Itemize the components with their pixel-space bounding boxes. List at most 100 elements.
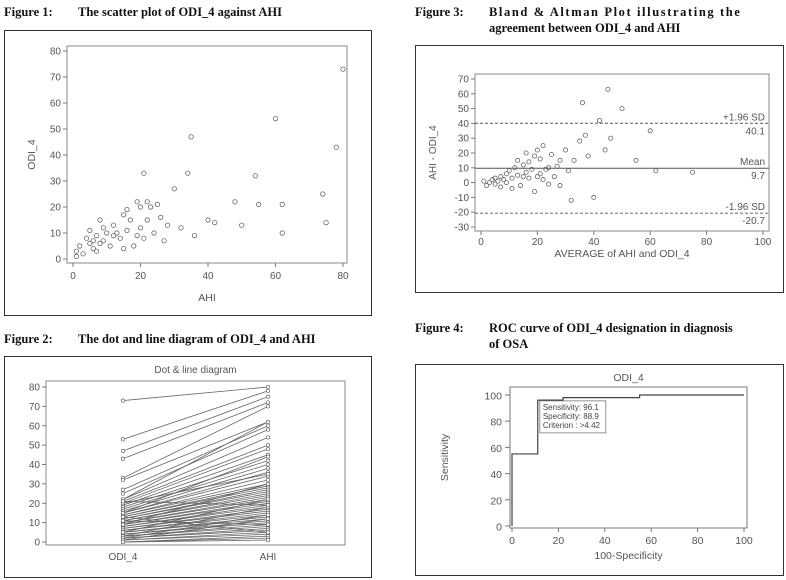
data-point [489, 177, 495, 183]
data-point [121, 246, 127, 252]
data-point [265, 503, 271, 508]
x-tick-label: 60 [270, 271, 282, 282]
data-point [520, 162, 526, 168]
data-point [265, 497, 271, 502]
x-tick-label: 100 [735, 535, 753, 547]
y-tick-label: 50 [50, 125, 62, 136]
pair-line [122, 506, 269, 527]
y-tick-label: 20 [490, 495, 502, 507]
pair-line [122, 460, 269, 508]
y-tick-label: 40 [50, 151, 62, 162]
data-point [131, 243, 137, 249]
data-point [134, 199, 140, 205]
y-tick-label: 20 [458, 149, 470, 160]
pair-line [122, 498, 269, 524]
y-tick-label: -10 [455, 193, 470, 204]
data-point [114, 230, 120, 236]
data-point [120, 499, 126, 504]
data-point [265, 404, 271, 409]
data-point [265, 462, 271, 467]
roc-panel: ODI_4 0 20 40 60 80 100 0 20 40 60 80 100 100-Specifi… [415, 364, 784, 576]
data-point [486, 180, 492, 186]
data-point [120, 539, 126, 545]
y-tick-label: 40 [458, 119, 470, 130]
data-point [161, 238, 167, 244]
data-point [104, 230, 110, 236]
data-point [512, 165, 518, 171]
y-tick-label: 80 [29, 383, 41, 394]
data-point [565, 168, 571, 174]
data-point [90, 246, 96, 252]
data-point [503, 180, 509, 186]
figure-1-caption: Figure 1: The scatter plot of ODI_4 again… [4, 4, 384, 20]
scatter-panel: 0 10 20 30 40 50 60 70 80 0 20 40 60 80 AHI ODI_4 [4, 30, 372, 316]
data-point [498, 174, 504, 180]
data-point [265, 477, 271, 483]
data-point [265, 530, 271, 535]
data-point [265, 443, 271, 448]
figure-2-caption: Figure 2: The dot and line diagram of ODI… [4, 331, 384, 347]
x-tick-label: 80 [692, 535, 704, 547]
data-point [647, 128, 653, 134]
data-point [154, 201, 160, 207]
y-tick-label: 0 [34, 538, 40, 549]
data-point [265, 458, 271, 463]
data-point [120, 518, 126, 523]
chart-title: Dot & line diagram [154, 365, 236, 376]
data-point [272, 116, 279, 122]
pair-line [122, 539, 269, 543]
pair-line [122, 421, 269, 481]
blandaltman-panel: -30 -20 -10 0 10 20 30 40 50 60 70 0 20 40 60 80 100 AVER… [415, 45, 784, 293]
y-tick-label: 70 [50, 73, 62, 84]
y-tick-label: 0 [55, 255, 61, 266]
data-point [120, 477, 126, 483]
x-tick-label: 60 [645, 535, 657, 547]
pair-line [122, 520, 269, 525]
data-point [94, 248, 100, 254]
y-tick-label: 0 [463, 178, 469, 189]
data-point [653, 168, 659, 174]
figure-4-text-line1: ROC curve of ODI_4 designation in diagno… [489, 321, 733, 335]
data-point [495, 178, 501, 184]
y-tick-label: 30 [50, 177, 62, 188]
data-point [515, 172, 521, 178]
data-point [265, 394, 271, 399]
data-point [127, 217, 133, 223]
data-point [252, 173, 258, 179]
x-tick-label: 20 [135, 271, 147, 282]
data-point [120, 510, 126, 515]
data-point [265, 538, 271, 543]
y-tick-label: 60 [490, 443, 502, 455]
chart-title: ODI_4 [613, 372, 644, 384]
pair-line [122, 500, 269, 506]
reference-line-label: -1.96 SD [726, 202, 765, 213]
data-point [515, 157, 521, 163]
x-tick-label: 0 [509, 535, 515, 547]
data-point [523, 150, 529, 156]
pair-line [122, 495, 269, 522]
data-point [100, 238, 106, 244]
scatter-plot: 0 10 20 30 40 50 60 70 80 0 20 40 60 80 AHI ODI_4 [26, 45, 349, 304]
pair-line [122, 456, 269, 514]
y-tick-label: 40 [29, 460, 41, 471]
data-point [120, 456, 126, 461]
bland-altman-plot: -30 -20 -10 0 10 20 30 40 50 60 70 0 20 40 60 80 100 AVER… [428, 73, 772, 260]
data-point [120, 398, 126, 403]
data-point [537, 171, 543, 177]
pair-line [122, 444, 269, 502]
y-axis-label: AHI - ODI_4 [428, 125, 439, 180]
data-point [529, 166, 535, 172]
data-point [117, 235, 123, 241]
data-point [120, 530, 126, 535]
data-point [320, 191, 326, 197]
data-point [100, 225, 106, 231]
data-point [87, 240, 93, 246]
data-point [580, 100, 586, 106]
x-tick-label: 80 [701, 237, 713, 248]
x-tick-label: 100 [755, 237, 772, 248]
pair-line [122, 487, 269, 518]
data-point [73, 248, 79, 254]
data-point [484, 183, 490, 189]
data-point [503, 171, 509, 177]
data-point [333, 144, 339, 150]
